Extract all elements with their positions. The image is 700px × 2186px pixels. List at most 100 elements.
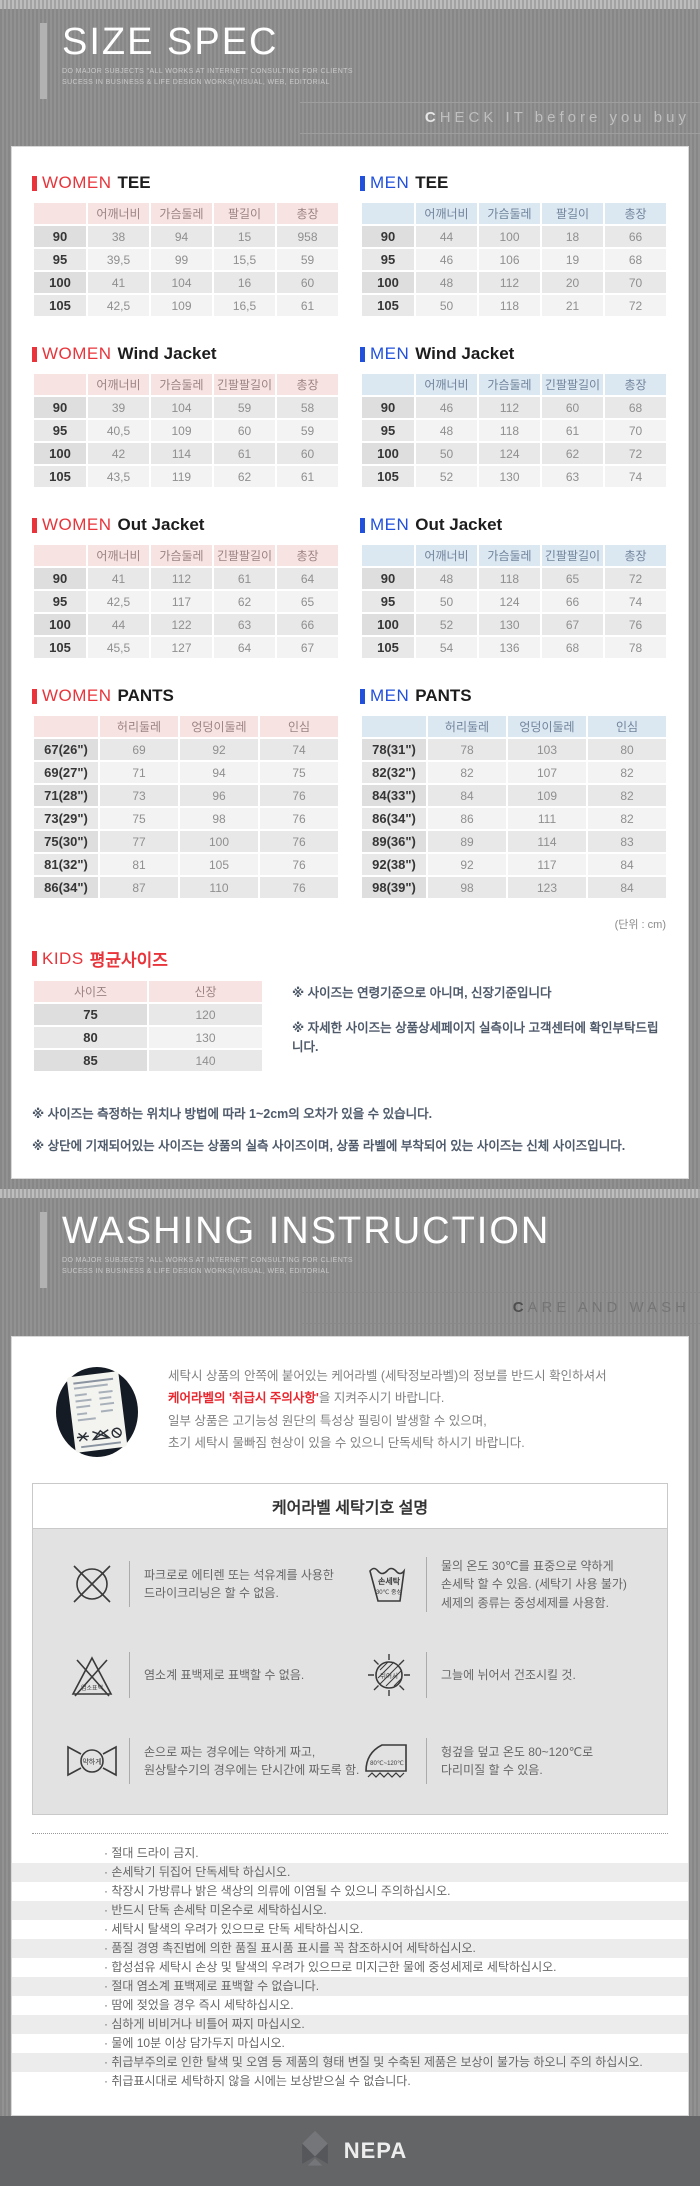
washing-instruction-header: WASHING INSTRUCTION DO MAJOR SUBJECTS "A… (0, 1198, 700, 1324)
size-value: 71 (100, 762, 178, 784)
size-value: 67 (277, 637, 338, 659)
intro-line-2-highlight: 케어라벨의 '취급시 주의사항' (168, 1391, 319, 1406)
wring-gently-icon: 약하게 (63, 1741, 121, 1781)
table-row: 100 41 104 16 60 (34, 272, 338, 294)
table-row: 86(34") 87 110 76 (34, 877, 338, 899)
size-value: 68 (605, 249, 666, 271)
table-row: 105 52 130 63 74 (362, 466, 666, 488)
column-header: 가슴둘레 (479, 203, 540, 225)
size-value: 48 (416, 272, 477, 294)
men-wind-jacket-section: MEN Wind Jacket 어깨너비 가슴둘레 긴팔팔길이 총장 90 46 112 60… (360, 344, 668, 489)
size-value: 94 (151, 226, 212, 248)
size-value: 104 (151, 397, 212, 419)
care-list-item: 손세탁기 뒤집어 단독세탁 하십시오. (12, 1863, 688, 1883)
size-value: 84 (588, 854, 666, 876)
row-label: 67(26") (34, 739, 98, 761)
size-value: 119 (151, 466, 212, 488)
size-value: 84 (428, 785, 506, 807)
size-value: 958 (277, 226, 338, 248)
blue-title-bar (360, 175, 365, 191)
size-value: 122 (151, 614, 212, 636)
size-value: 68 (542, 637, 603, 659)
row-label: 82(32") (362, 762, 426, 784)
size-value: 21 (542, 295, 603, 317)
size-value: 110 (180, 877, 258, 899)
column-header: 긴팔팔길이 (542, 545, 603, 567)
size-value: 41 (88, 568, 149, 590)
no-chlorine-bleach-icon: 염소표백 (63, 1650, 121, 1700)
row-label: 73(29") (34, 808, 98, 830)
column-header (362, 374, 414, 396)
brand-footer: NEPA (0, 2116, 700, 2186)
size-value: 78 (428, 739, 506, 761)
size-value: 19 (542, 249, 603, 271)
row-label: 100 (34, 614, 86, 636)
size-value: 117 (151, 591, 212, 613)
table-row: 90 41 112 61 64 (34, 568, 338, 590)
table-row: 100 50 124 62 72 (362, 443, 666, 465)
column-header: 가슴둘레 (151, 203, 212, 225)
row-label: 78(31") (362, 739, 426, 761)
no-dry-clean-icon (63, 1559, 121, 1609)
symbol-item-dry-in-shade: 뉘어서 그늘에 뉘어서 건조시킬 것. (360, 1650, 657, 1700)
wash-symbols-title: 케어라벨 세탁기호 설명 (33, 1483, 667, 1529)
column-header: 가슴둘레 (479, 374, 540, 396)
size-value: 61 (214, 443, 275, 465)
row-label: 90 (362, 226, 414, 248)
size-footer-notes: ※ 사이즈는 측정하는 위치나 방법에 따라 1~2cm의 오차가 있을 수 있… (32, 1103, 668, 1154)
size-value: 76 (260, 785, 338, 807)
size-value: 61 (277, 466, 338, 488)
size-value: 130 (479, 466, 540, 488)
gender-label: MEN (370, 344, 410, 364)
row-label: 100 (362, 443, 414, 465)
column-header: 팔길이 (214, 203, 275, 225)
gap (0, 1179, 700, 1189)
care-intro-text: 세탁시 상품의 안쪽에 붙어있는 케어라벨 (세탁정보라벨)의 정보를 반드시 … (168, 1365, 607, 1455)
size-value: 72 (605, 568, 666, 590)
symbol-text: 파크로로 에티렌 또는 석유계를 사용한 드라이크리닝은 할 수 없음. (129, 1561, 334, 1608)
category-label: 평균사이즈 (89, 951, 168, 971)
table-row: 100 42 114 61 60 (34, 443, 338, 465)
size-value: 76 (605, 614, 666, 636)
size-value: 60 (542, 397, 603, 419)
size-value: 59 (214, 397, 275, 419)
symbol-item-iron-with-cloth: 80℃~120℃ 헝겊을 덮고 온도 80~120℃로 다리미질 할 수 있음. (360, 1738, 657, 1785)
gender-label: WOMEN (42, 515, 112, 535)
size-value: 136 (479, 637, 540, 659)
size-value: 107 (508, 762, 586, 784)
blue-title-bar (360, 346, 365, 362)
row-label: 71(28") (34, 785, 98, 807)
size-value: 109 (151, 420, 212, 442)
care-list-item: 땀에 젖었을 경우 즉시 세탁하십시오. (12, 1996, 688, 2015)
nepa-logo-icon (301, 2131, 328, 2166)
column-header: 인심 (588, 716, 666, 738)
gender-label: WOMEN (42, 686, 112, 706)
column-header (34, 545, 86, 567)
check-it-tagline: CHECK IT before you buy (300, 102, 700, 135)
column-header: 엉덩이둘레 (180, 716, 258, 738)
size-value: 62 (214, 591, 275, 613)
size-value: 48 (416, 568, 477, 590)
gender-label: MEN (370, 686, 410, 706)
symbol-text: 물의 온도 30℃를 표중으로 약하게 손세탁 할 수 있음. (세탁기 사용 … (426, 1556, 627, 1613)
row-label: 95 (362, 249, 414, 271)
category-label: TEE (415, 173, 449, 193)
row-label: 100 (362, 614, 414, 636)
column-header: 허리둘레 (100, 716, 178, 738)
size-value: 103 (508, 739, 586, 761)
size-value: 74 (260, 739, 338, 761)
table-row: 84(33") 84 109 82 (362, 785, 666, 807)
column-header: 가슴둘레 (151, 545, 212, 567)
size-value: 46 (416, 397, 477, 419)
gender-label: KIDS (42, 948, 84, 968)
symbol-item-no-dry-clean: 파크로로 에티렌 또는 석유계를 사용한 드라이크리닝은 할 수 없음. (63, 1557, 360, 1613)
category-label: PANTS (117, 686, 174, 706)
size-value: 100 (180, 831, 258, 853)
header-row: 허리둘레 엉덩이둘레 인심 (34, 716, 338, 738)
category-label: Out Jacket (117, 515, 205, 535)
column-header: 어깨너비 (88, 374, 149, 396)
size-value: 44 (416, 226, 477, 248)
table-row: 67(26") 69 92 74 (34, 739, 338, 761)
row-label: 90 (34, 397, 86, 419)
size-value: 18 (542, 226, 603, 248)
